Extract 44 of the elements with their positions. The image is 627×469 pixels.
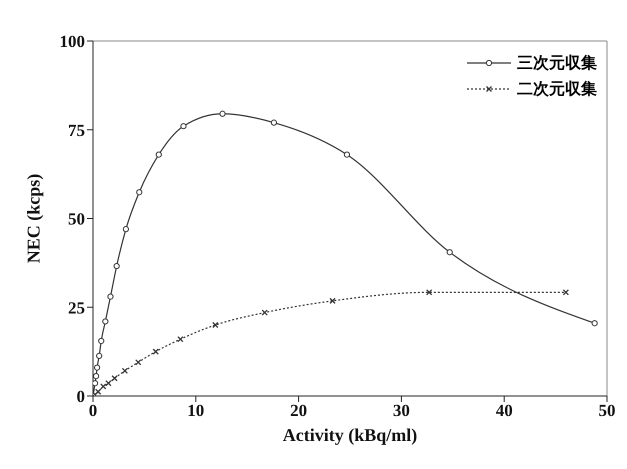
point bbox=[152, 348, 159, 355]
point bbox=[135, 359, 142, 366]
point bbox=[93, 380, 98, 386]
point bbox=[100, 383, 106, 390]
point bbox=[344, 152, 350, 158]
point bbox=[426, 289, 432, 296]
y-tick-label: 0 bbox=[76, 387, 85, 406]
x-tick-label: 20 bbox=[290, 401, 308, 420]
x-tick-label: 50 bbox=[598, 401, 616, 420]
point bbox=[122, 368, 128, 374]
y-tick-label: 25 bbox=[68, 298, 85, 318]
point bbox=[212, 322, 218, 328]
y-axis-title: NEC (kcps) bbox=[23, 174, 44, 264]
point bbox=[156, 152, 162, 158]
x-tick-label: 0 bbox=[88, 401, 98, 420]
point bbox=[114, 262, 120, 270]
x-tick-label: 30 bbox=[392, 401, 410, 420]
point bbox=[136, 189, 142, 196]
y-tick-label: 75 bbox=[68, 120, 85, 140]
point bbox=[111, 375, 118, 382]
point bbox=[107, 294, 114, 300]
point bbox=[93, 373, 100, 380]
point bbox=[94, 364, 100, 371]
point bbox=[446, 249, 453, 256]
point bbox=[102, 318, 108, 325]
y-tick-label: 100 bbox=[60, 32, 85, 52]
point bbox=[105, 380, 112, 386]
point bbox=[592, 320, 598, 326]
x-tick-label: 10 bbox=[187, 401, 204, 420]
point bbox=[96, 352, 102, 359]
point bbox=[177, 336, 184, 342]
x-axis-title: Activity (kBq/ml) bbox=[282, 425, 418, 445]
point bbox=[219, 110, 226, 117]
y-tick-label: 50 bbox=[68, 210, 85, 229]
point bbox=[329, 298, 336, 304]
point bbox=[122, 226, 129, 232]
point bbox=[562, 289, 570, 296]
point bbox=[262, 309, 268, 316]
point bbox=[270, 120, 278, 126]
x-tick-label: 40 bbox=[496, 401, 513, 420]
legend-label: 三次元収集 bbox=[517, 52, 597, 74]
point bbox=[98, 338, 104, 344]
point bbox=[180, 123, 187, 130]
legend-label: 二次元収集 bbox=[517, 78, 597, 100]
